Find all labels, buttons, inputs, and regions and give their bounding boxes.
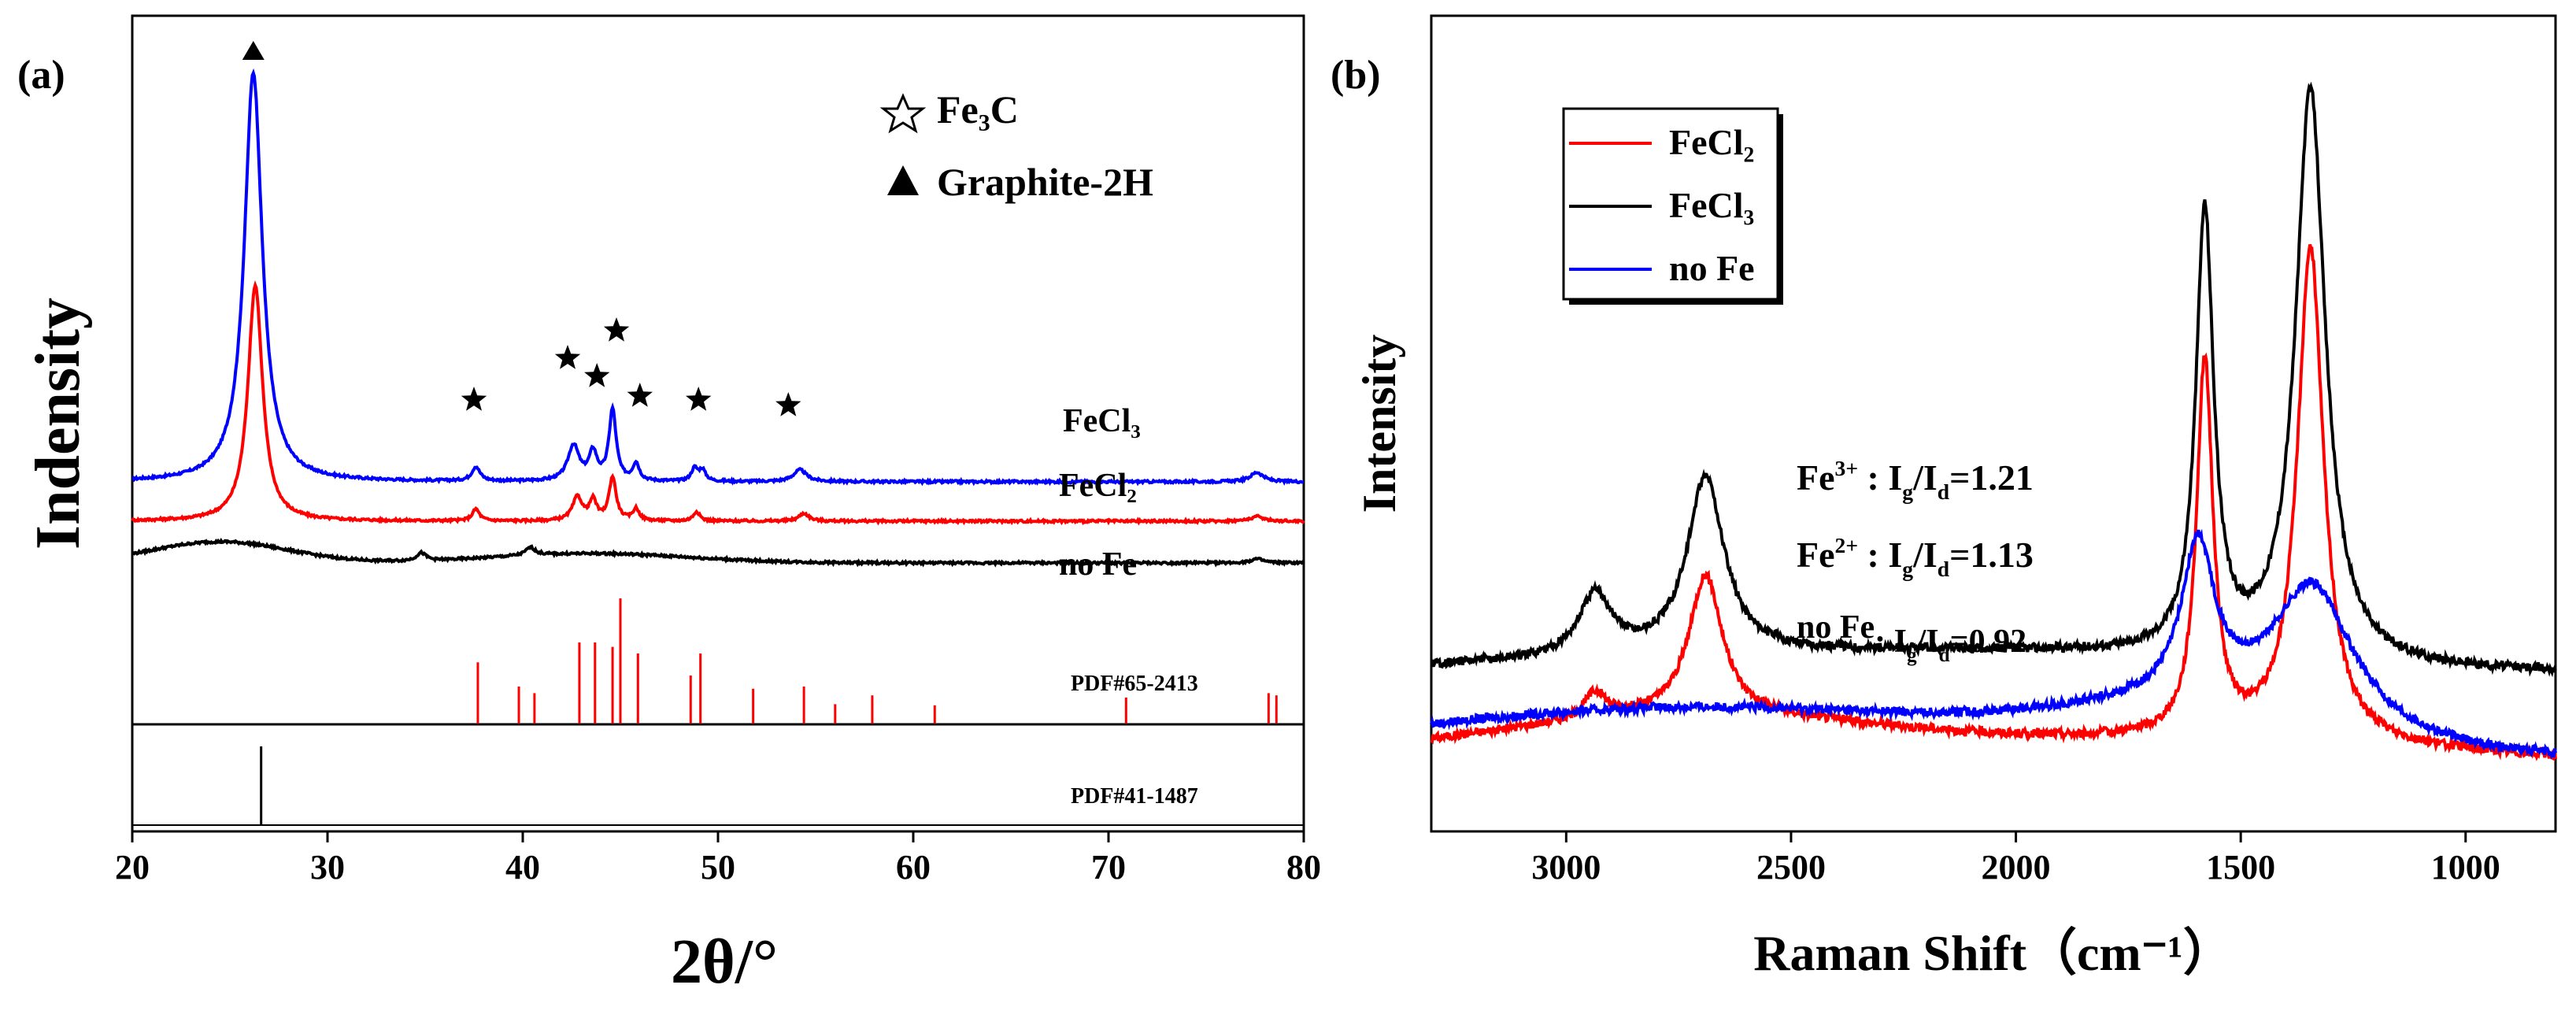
pdf-reference-lines bbox=[260, 598, 1278, 824]
series-line-0 bbox=[131, 68, 1305, 487]
legend-label-fecl3: FeCl₃ bbox=[1669, 185, 1754, 225]
x-axis-title-b: Raman Shift（cm⁻¹） bbox=[1753, 925, 2233, 981]
series-line-1 bbox=[131, 279, 1305, 526]
x-tick-label: 3000 bbox=[1531, 848, 1601, 887]
x-tick-label: 2500 bbox=[1756, 848, 1826, 887]
x-tick-label: 60 bbox=[896, 848, 931, 887]
series-label: FeCl₂ bbox=[1059, 468, 1137, 504]
series-label: no Fe bbox=[1059, 546, 1137, 583]
panel-a: (a) 20 30 40 50 60 70 80 FeCl₃ FeCl₂ no Fe PDF#6… bbox=[17, 14, 1321, 997]
raman-line-1 bbox=[1430, 81, 2557, 678]
pdf-label-65-2413: PDF#65-2413 bbox=[1071, 672, 1198, 696]
panel-a-label: (a) bbox=[17, 53, 65, 98]
x-axis-ticks-b: 3000 2500 2000 1500 1000 bbox=[1531, 831, 2500, 887]
fe3c-star bbox=[584, 363, 610, 387]
legend-label-fecl2: FeCl₂ bbox=[1669, 122, 1754, 162]
raman-line-2 bbox=[1430, 528, 2557, 760]
x-axis-title-a: 2θ/° bbox=[671, 927, 778, 997]
panel-b-frame bbox=[1430, 14, 2557, 833]
graphite-triangle-icon bbox=[887, 165, 919, 195]
series-label: FeCl₃ bbox=[1063, 403, 1141, 439]
ig-id-ratios: Fe3+ : Ig/Id=1.21 Fe2+ : Ig/Id=1.13 no Fe:… bbox=[1797, 456, 2034, 666]
fe3c-star bbox=[775, 392, 801, 416]
fe3c-star bbox=[461, 387, 487, 411]
ratio-row: Fe3+ : Ig/Id=1.21 bbox=[1797, 456, 2034, 504]
ratio-row: no Fe: Ig/Id=0.92 bbox=[1797, 609, 2026, 666]
legend-label-fe3c: Fe₃C bbox=[937, 87, 1019, 131]
x-tick-label: 40 bbox=[505, 848, 540, 887]
x-tick-label: 20 bbox=[115, 848, 150, 887]
x-tick-label: 1000 bbox=[2431, 848, 2500, 887]
legend-label-graphite: Graphite-2H bbox=[937, 160, 1153, 204]
x-tick-label: 1500 bbox=[2206, 848, 2275, 887]
ratio-row: Fe2+ : Ig/Id=1.13 bbox=[1797, 533, 2034, 581]
raman-line-0 bbox=[1430, 243, 2557, 761]
fe3c-star bbox=[627, 383, 653, 407]
x-tick-label: 70 bbox=[1091, 848, 1126, 887]
fe3c-star bbox=[603, 317, 630, 342]
x-tick-label: 50 bbox=[701, 848, 735, 887]
legend-b: FeCl₂ FeCl₃ no Fe bbox=[1562, 107, 1783, 305]
xrd-series bbox=[131, 68, 1305, 568]
x-tick-label: 30 bbox=[310, 848, 345, 887]
legend: Fe₃C Graphite-2H bbox=[879, 87, 1153, 204]
legend-box bbox=[1562, 107, 1779, 301]
raman-series bbox=[1430, 81, 2557, 761]
phase-markers bbox=[242, 41, 801, 416]
series-line-2 bbox=[131, 537, 1305, 568]
series-labels: FeCl₃ FeCl₂ no Fe bbox=[1059, 403, 1141, 583]
y-axis-title-b: Intensity bbox=[1353, 335, 1405, 513]
panel-b: (b) 3000 2500 2000 1500 1000 FeCl₂ FeCl₃ no … bbox=[1331, 14, 2557, 981]
y-axis-title-a: Indensity bbox=[24, 298, 93, 550]
x-tick-label: 80 bbox=[1286, 848, 1321, 887]
graphite-triangle bbox=[242, 41, 265, 60]
legend-label-nofe: no Fe bbox=[1669, 248, 1755, 288]
fe3c-star-icon bbox=[879, 93, 927, 134]
fe3c-star bbox=[686, 387, 712, 411]
x-tick-label: 2000 bbox=[1982, 848, 2051, 887]
panel-b-label: (b) bbox=[1331, 53, 1381, 98]
fe3c-star bbox=[554, 345, 581, 369]
pdf-label-41-1487: PDF#41-1487 bbox=[1071, 784, 1198, 809]
x-axis-ticks: 20 30 40 50 60 70 80 bbox=[115, 831, 1321, 887]
